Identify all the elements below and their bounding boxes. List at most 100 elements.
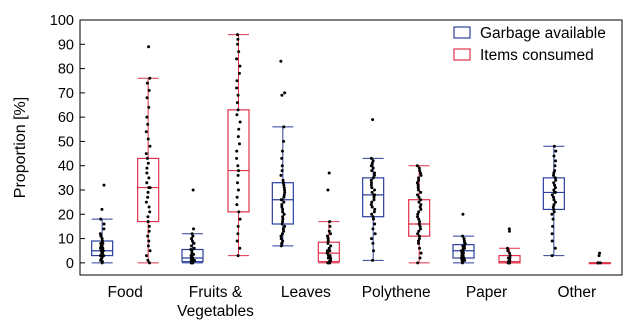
data-point [417, 239, 421, 243]
data-point [280, 156, 284, 160]
data-point [145, 96, 149, 100]
data-point [551, 224, 555, 228]
y-tick-label: 90 [58, 37, 74, 53]
data-point [553, 186, 557, 190]
data-point [189, 254, 193, 258]
data-point [281, 217, 285, 221]
data-point [102, 222, 106, 226]
data-point [283, 224, 287, 228]
data-point [328, 220, 332, 224]
data-point [146, 215, 150, 219]
data-point [189, 237, 193, 241]
data-point [98, 232, 102, 236]
plot-frame [79, 19, 623, 276]
data-point [419, 198, 423, 202]
data-point [418, 220, 422, 224]
data-point [147, 205, 151, 209]
y-tick-label: 40 [58, 159, 74, 175]
data-point [550, 212, 554, 216]
data-point [192, 246, 196, 250]
data-point [281, 239, 285, 243]
data-point [235, 203, 239, 207]
data-point [235, 195, 239, 199]
data-point [236, 188, 240, 192]
data-point [371, 118, 375, 122]
data-point [280, 93, 284, 97]
data-point [147, 239, 151, 243]
data-point [100, 207, 104, 211]
data-point [281, 207, 285, 211]
data-point [370, 212, 374, 216]
data-point [463, 241, 467, 245]
data-point [236, 181, 240, 185]
data-point [597, 254, 601, 258]
data-point [279, 173, 283, 177]
data-point [551, 205, 555, 209]
data-point [552, 190, 556, 194]
category-label: Fruits & [189, 284, 243, 301]
data-point [370, 237, 374, 241]
box-iqr [227, 109, 250, 213]
data-point [419, 203, 423, 207]
data-point [553, 169, 557, 173]
data-point [417, 229, 421, 233]
y-tick-label: 100 [50, 13, 74, 29]
data-point [419, 207, 423, 211]
data-point [146, 195, 150, 199]
data-point [417, 176, 421, 180]
data-point [190, 251, 194, 255]
data-point [370, 200, 374, 204]
data-point [462, 256, 466, 260]
data-point [238, 64, 242, 68]
data-point [147, 224, 151, 228]
data-point [282, 125, 286, 129]
data-point [369, 178, 373, 182]
data-point [99, 241, 103, 245]
data-point [191, 234, 195, 238]
data-point [369, 183, 373, 187]
data-point [192, 241, 196, 245]
data-point [416, 232, 420, 236]
data-point [326, 237, 330, 241]
data-point [462, 239, 466, 243]
y-tick-label: 30 [58, 183, 74, 199]
data-point [280, 203, 284, 207]
data-point [190, 239, 194, 243]
data-point [596, 261, 600, 265]
data-point [418, 227, 422, 231]
data-point [325, 249, 329, 253]
data-point [279, 59, 283, 63]
data-point [236, 224, 240, 228]
data-point [236, 37, 240, 41]
data-point [419, 251, 423, 255]
data-point [371, 215, 375, 219]
data-point [237, 169, 241, 173]
data-point [146, 161, 150, 165]
data-point [552, 210, 556, 214]
data-point [418, 171, 422, 175]
data-point [373, 222, 377, 226]
data-point [99, 244, 103, 248]
data-point [416, 212, 420, 216]
data-point [369, 156, 373, 160]
category-label: Other [557, 284, 596, 301]
data-point [281, 227, 285, 231]
data-point [235, 239, 239, 243]
data-point [461, 246, 465, 250]
data-point [418, 256, 422, 260]
data-point [238, 120, 242, 124]
data-point [280, 232, 284, 236]
data-point [550, 254, 554, 258]
data-point [369, 203, 373, 207]
data-point [236, 164, 240, 168]
data-point [236, 173, 240, 177]
data-point [145, 181, 149, 185]
data-point [551, 217, 555, 221]
data-point [507, 251, 511, 255]
data-point [100, 237, 104, 241]
data-point [326, 241, 330, 245]
data-point [144, 130, 148, 134]
data-point [281, 210, 285, 214]
data-point [281, 181, 285, 185]
